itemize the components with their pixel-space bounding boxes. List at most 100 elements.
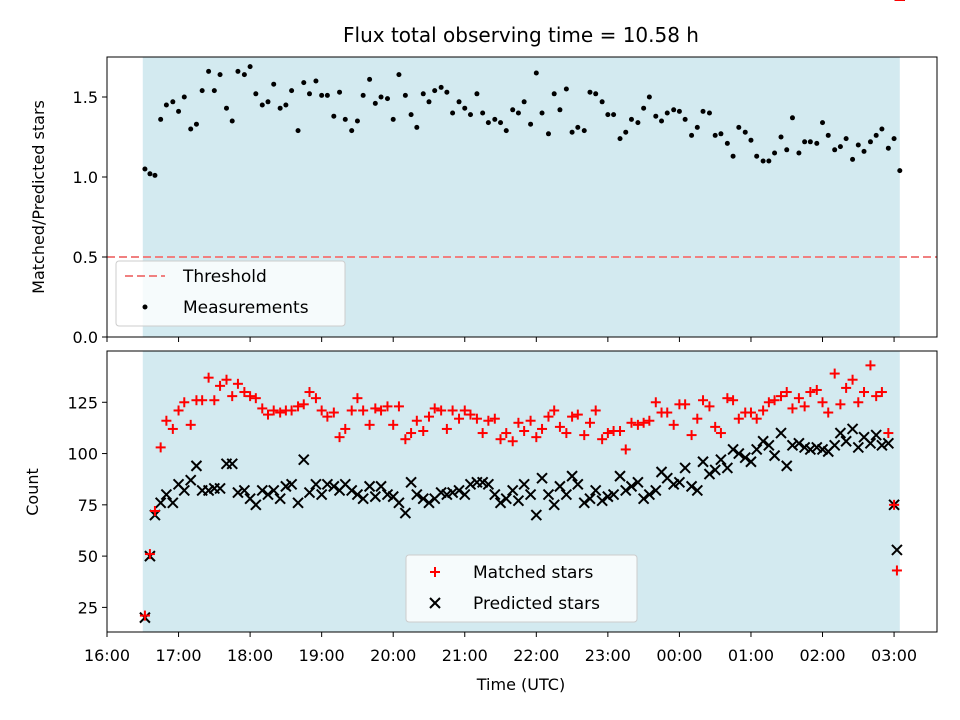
predicted-star-marker — [739, 451, 751, 464]
top-panel: 0.0 0.5 1.0 1.5 Matched/Predicted stars Thr… — [29, 56, 938, 347]
measurement-point — [802, 139, 808, 145]
predicted-star-marker — [828, 439, 841, 452]
measurement-point — [170, 99, 176, 105]
matched-star-marker — [429, 403, 440, 414]
matched-star-marker — [334, 432, 345, 443]
predicted-star-marker — [369, 490, 382, 503]
matched-star-marker — [328, 407, 339, 418]
matched-star-marker — [579, 430, 590, 441]
predicted-star-marker — [775, 427, 787, 439]
measurement-point — [313, 78, 319, 84]
matched-star-marker — [465, 409, 476, 420]
measurement-point — [503, 128, 509, 134]
measurement-point — [277, 105, 283, 111]
measurement-point — [402, 92, 408, 98]
matched-star-marker — [215, 380, 226, 391]
matched-star-marker — [454, 413, 465, 424]
predicted-star-marker — [464, 478, 477, 491]
predicted-star-marker — [786, 439, 799, 452]
matched-star-marker — [227, 391, 238, 402]
measurement-point — [843, 136, 849, 142]
predicted-star-marker — [673, 476, 686, 488]
predicted-star-marker — [578, 497, 590, 509]
predicted-star-marker — [589, 484, 602, 497]
predicted-star-marker — [262, 488, 274, 501]
matched-star-marker — [322, 411, 333, 422]
measurement-point — [635, 120, 641, 126]
matched-star-marker — [615, 425, 626, 436]
measurement-point — [706, 110, 712, 116]
predicted-star-marker — [733, 447, 745, 460]
predicted-star-marker — [870, 429, 882, 441]
y-tick-label: 25 — [78, 598, 98, 617]
measurement-point — [372, 100, 378, 106]
measurement-point — [796, 150, 802, 156]
predicted-star-marker — [632, 476, 644, 488]
measurement-point — [253, 91, 259, 97]
matched-star-marker — [173, 405, 184, 416]
measurement-point — [223, 105, 229, 111]
matched-star-marker — [876, 387, 887, 398]
matched-star-marker — [423, 411, 434, 422]
predicted-star-marker — [882, 437, 895, 450]
predicted-star-marker — [721, 462, 734, 474]
measurements-legend-swatch — [142, 304, 148, 310]
matched-star-marker — [584, 417, 595, 428]
measurement-point — [533, 70, 539, 76]
measurement-point — [760, 158, 766, 164]
measurement-point — [557, 107, 563, 113]
predicted-star-marker — [596, 495, 608, 507]
matched-star-marker — [358, 405, 369, 416]
measurement-point — [867, 139, 873, 145]
top-x-ticks — [106, 337, 895, 342]
matched-star-marker — [340, 423, 351, 434]
measurement-point — [342, 116, 348, 122]
matched-star-marker — [859, 387, 870, 398]
matched-star-marker — [149, 505, 160, 516]
measurement-point — [331, 113, 337, 119]
measurement-point — [837, 144, 843, 150]
measurement-point — [825, 132, 831, 138]
predicted-star-marker — [423, 497, 435, 509]
measurement-point — [426, 99, 432, 105]
matched-star-marker — [257, 403, 268, 414]
matched-star-marker — [382, 401, 393, 412]
measurement-point — [147, 171, 153, 177]
predicted-star-marker — [178, 484, 190, 497]
measurement-point — [498, 120, 504, 126]
predicted-star-marker — [393, 497, 405, 509]
matched-star-marker — [388, 419, 399, 430]
measurement-point — [676, 108, 682, 114]
matched-legend-label: Matched stars — [473, 563, 593, 583]
matched-star-marker — [209, 395, 220, 406]
x-tick-label: 19:00 — [299, 646, 345, 665]
matched-star-marker — [638, 417, 649, 428]
measurement-point — [617, 136, 623, 142]
measurement-point — [748, 137, 754, 143]
matched-star-marker — [525, 415, 536, 426]
predicted-star-marker — [625, 480, 638, 493]
matched-star-marker — [364, 419, 375, 430]
matched-star-marker — [293, 401, 304, 412]
predicted-star-marker — [864, 437, 877, 450]
predicted-star-marker — [846, 423, 859, 435]
measurement-point — [301, 80, 307, 86]
measurement-point — [807, 139, 813, 145]
x-tick-label: 21:00 — [442, 646, 488, 665]
measurement-point — [861, 148, 867, 154]
matched-star-marker — [865, 360, 876, 371]
matched-star-marker — [776, 391, 787, 402]
top-legend-box — [115, 260, 346, 327]
x-tick-label: 00:00 — [656, 646, 702, 665]
predicted-star-marker — [554, 480, 566, 493]
measurement-point — [628, 116, 634, 122]
predicted-star-marker — [303, 486, 316, 499]
predicted-star-marker — [757, 435, 769, 447]
matched-star-marker — [483, 415, 494, 426]
matched-star-marker — [889, 499, 900, 510]
measurement-point — [772, 150, 778, 156]
matched-star-marker — [805, 387, 816, 398]
measurement-point — [545, 131, 551, 137]
matched-star-marker — [799, 401, 810, 412]
measurement-point — [396, 72, 402, 78]
